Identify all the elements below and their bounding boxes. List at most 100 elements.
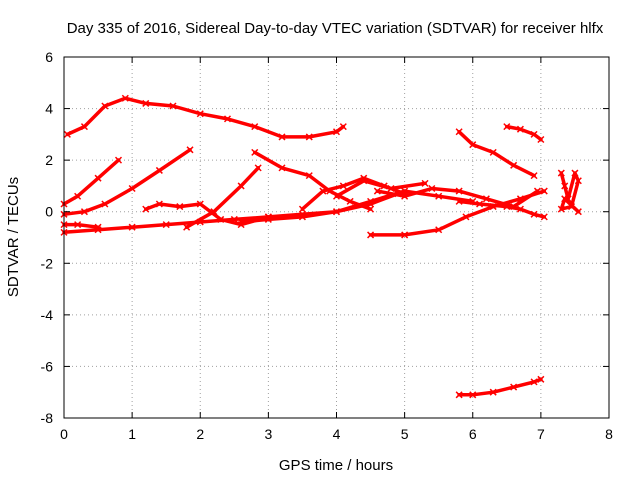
data-point-marker bbox=[574, 208, 582, 216]
data-point-marker bbox=[455, 128, 463, 136]
chart-title: Day 335 of 2016, Sidereal Day-to-day VTE… bbox=[67, 20, 604, 37]
data-point-marker bbox=[510, 161, 518, 169]
y-tick-label: -8 bbox=[41, 410, 54, 426]
x-tick-label: 3 bbox=[264, 426, 272, 442]
data-point-marker bbox=[540, 213, 548, 221]
data-point-marker bbox=[305, 133, 313, 141]
data-point-marker bbox=[367, 197, 375, 205]
series-arc-15 bbox=[455, 128, 538, 180]
x-axis-label: GPS time / hours bbox=[279, 457, 393, 474]
data-point-marker bbox=[469, 391, 477, 399]
data-point-marker bbox=[469, 141, 477, 149]
x-tick-label: 0 bbox=[60, 426, 68, 442]
data-point-marker bbox=[537, 135, 545, 144]
data-point-marker bbox=[367, 231, 375, 239]
data-point-marker bbox=[339, 182, 347, 190]
data-point-marker bbox=[557, 205, 565, 213]
series-line bbox=[62, 222, 100, 229]
series-line bbox=[457, 199, 547, 219]
data-point-marker bbox=[462, 213, 470, 221]
data-point-marker bbox=[360, 177, 368, 185]
data-point-marker bbox=[537, 375, 545, 383]
data-point-marker bbox=[503, 203, 511, 211]
data-point-marker bbox=[435, 226, 443, 234]
data-point-marker bbox=[319, 187, 327, 195]
series-arc-7 bbox=[142, 200, 272, 229]
series-line bbox=[334, 179, 427, 198]
data-point-marker bbox=[561, 182, 569, 190]
data-point-marker bbox=[455, 391, 463, 399]
data-point-marker bbox=[510, 383, 518, 391]
data-point-marker bbox=[540, 187, 548, 195]
series-layer bbox=[60, 94, 582, 399]
data-point-marker bbox=[254, 164, 262, 172]
data-point-marker bbox=[332, 128, 341, 136]
data-point-marker bbox=[489, 388, 497, 396]
data-point-marker bbox=[332, 192, 341, 200]
data-point-marker bbox=[428, 184, 436, 193]
data-point-marker bbox=[401, 231, 409, 239]
series-line bbox=[457, 130, 536, 178]
data-point-marker bbox=[183, 223, 191, 231]
data-point-marker bbox=[482, 195, 490, 203]
series-arc-11 bbox=[332, 177, 429, 200]
data-point-marker bbox=[162, 221, 170, 229]
data-point-marker bbox=[237, 218, 245, 226]
data-point-marker bbox=[278, 164, 286, 172]
data-point-marker bbox=[128, 184, 136, 193]
data-point-marker bbox=[196, 110, 204, 118]
data-point-marker bbox=[298, 213, 306, 221]
data-point-marker bbox=[561, 195, 569, 203]
data-point-marker bbox=[80, 208, 88, 216]
y-axis-label: SDTVAR / TECUs bbox=[5, 177, 22, 297]
series-line bbox=[62, 148, 192, 217]
y-tick-label: 2 bbox=[45, 152, 53, 168]
data-point-marker bbox=[94, 174, 102, 182]
data-point-marker bbox=[305, 172, 313, 180]
data-point-marker bbox=[503, 123, 511, 131]
series-arc-6 bbox=[183, 164, 262, 231]
data-point-marker bbox=[251, 148, 259, 156]
data-point-marker bbox=[489, 148, 497, 156]
data-point-marker bbox=[568, 203, 576, 211]
data-point-marker bbox=[101, 102, 109, 110]
data-point-marker bbox=[530, 130, 538, 138]
series-arc-9 bbox=[237, 187, 477, 226]
series-arc-14 bbox=[455, 197, 548, 221]
y-tick-label: -6 bbox=[41, 358, 54, 374]
data-point-marker bbox=[223, 115, 232, 123]
data-point-marker bbox=[530, 378, 538, 386]
series-arc-1 bbox=[63, 94, 347, 141]
data-point-marker bbox=[80, 123, 88, 131]
data-point-marker bbox=[367, 205, 375, 213]
y-tick-label: -2 bbox=[41, 255, 54, 271]
data-point-marker bbox=[74, 192, 82, 200]
data-point-marker bbox=[74, 221, 82, 229]
data-point-marker bbox=[217, 215, 225, 223]
y-tick-label: 0 bbox=[45, 204, 53, 220]
series-arc-5 bbox=[60, 221, 102, 231]
data-point-marker bbox=[121, 94, 129, 102]
data-point-marker bbox=[346, 197, 354, 205]
data-point-marker bbox=[421, 179, 429, 187]
x-tick-label: 2 bbox=[196, 426, 204, 442]
data-point-marker bbox=[530, 172, 538, 180]
data-point-marker bbox=[142, 205, 150, 213]
data-point-marker bbox=[387, 184, 395, 193]
data-point-marker bbox=[516, 195, 524, 203]
data-point-marker bbox=[530, 210, 538, 218]
data-point-marker bbox=[516, 205, 524, 213]
x-tick-label: 5 bbox=[401, 426, 409, 442]
data-point-marker bbox=[237, 182, 245, 190]
data-point-marker bbox=[332, 208, 341, 216]
data-point-marker bbox=[94, 223, 102, 231]
data-point-marker bbox=[251, 123, 259, 131]
data-point-marker bbox=[128, 223, 136, 231]
x-tick-label: 7 bbox=[537, 426, 545, 442]
x-tick-label: 1 bbox=[128, 426, 136, 442]
data-point-marker bbox=[155, 166, 163, 174]
y-tick-label: 6 bbox=[45, 49, 53, 65]
data-point-marker bbox=[176, 203, 184, 211]
data-point-marker bbox=[264, 215, 272, 223]
